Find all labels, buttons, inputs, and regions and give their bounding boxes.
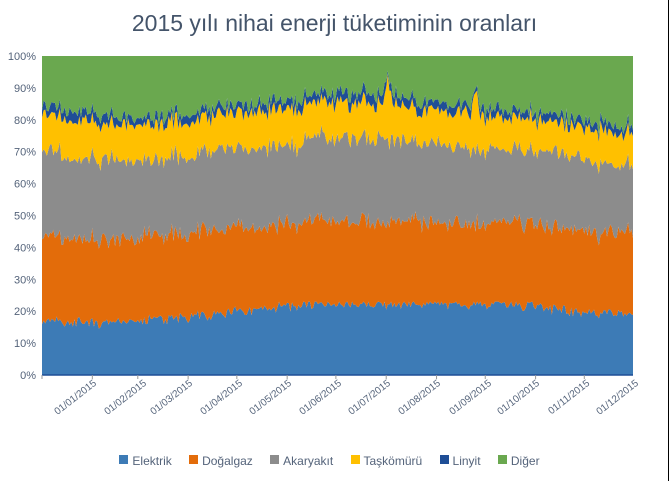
svg-text:40%: 40% <box>14 242 36 254</box>
svg-text:100%: 100% <box>8 51 36 63</box>
svg-text:0%: 0% <box>20 370 36 382</box>
svg-text:20%: 20% <box>14 306 36 318</box>
svg-text:60%: 60% <box>14 179 36 191</box>
svg-text:80%: 80% <box>14 115 36 127</box>
svg-text:70%: 70% <box>14 147 36 159</box>
svg-text:30%: 30% <box>14 274 36 286</box>
svg-text:10%: 10% <box>14 338 36 350</box>
svg-text:50%: 50% <box>14 211 36 223</box>
svg-text:90%: 90% <box>14 83 36 95</box>
